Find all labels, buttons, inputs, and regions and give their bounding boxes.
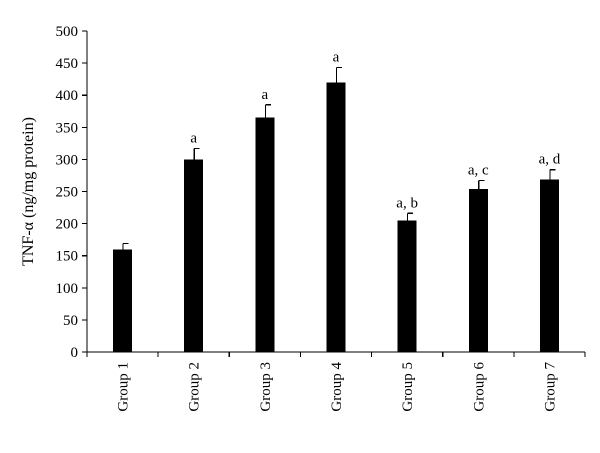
error-bars <box>122 66 556 250</box>
y-tick-label: 300 <box>56 152 79 168</box>
bar-annotations: a a a a, b a, c a, d <box>190 50 560 212</box>
x-category-label: Group 6 <box>471 362 487 412</box>
bar <box>326 82 346 353</box>
bar <box>539 179 559 352</box>
bar-annotation: a, d <box>539 152 561 168</box>
bar <box>184 159 204 352</box>
y-tick-label: 250 <box>56 185 79 201</box>
y-tick-label: 100 <box>56 281 79 297</box>
x-category-label: Group 3 <box>258 362 274 412</box>
x-category-label: Group 5 <box>400 362 416 412</box>
bar-annotation: a <box>190 130 197 146</box>
x-category-label: Group 1 <box>116 362 132 412</box>
x-axis: Group 1 Group 2 Group 3 Group 4 Group 5 Group… <box>86 351 586 412</box>
y-tick-label: 500 <box>56 24 79 40</box>
bar-annotation: a <box>333 50 340 66</box>
y-axis: 0 50 100 150 200 250 300 350 400 450 500 <box>56 24 88 361</box>
bar-annotation: a, b <box>396 195 418 211</box>
y-tick-label: 350 <box>56 120 79 136</box>
y-tick-label: 450 <box>56 56 79 72</box>
bar <box>255 117 275 352</box>
y-tick-label: 400 <box>56 88 79 104</box>
bar-annotation: a, c <box>468 163 489 179</box>
x-category-label: Group 7 <box>542 362 558 412</box>
y-tick-label: 200 <box>56 217 79 233</box>
y-tick-label: 150 <box>56 249 79 265</box>
bar <box>113 249 133 352</box>
bar <box>397 220 417 352</box>
x-category-label: Group 2 <box>187 362 203 412</box>
bar <box>468 188 488 352</box>
bar-annotation: a <box>262 87 269 103</box>
x-category-label: Group 4 <box>329 362 345 412</box>
y-tick-label: 50 <box>63 313 78 329</box>
y-axis-label: TNF-α (ng/mg protein) <box>20 117 37 266</box>
bars <box>113 82 559 353</box>
y-tick-label: 0 <box>71 345 79 361</box>
